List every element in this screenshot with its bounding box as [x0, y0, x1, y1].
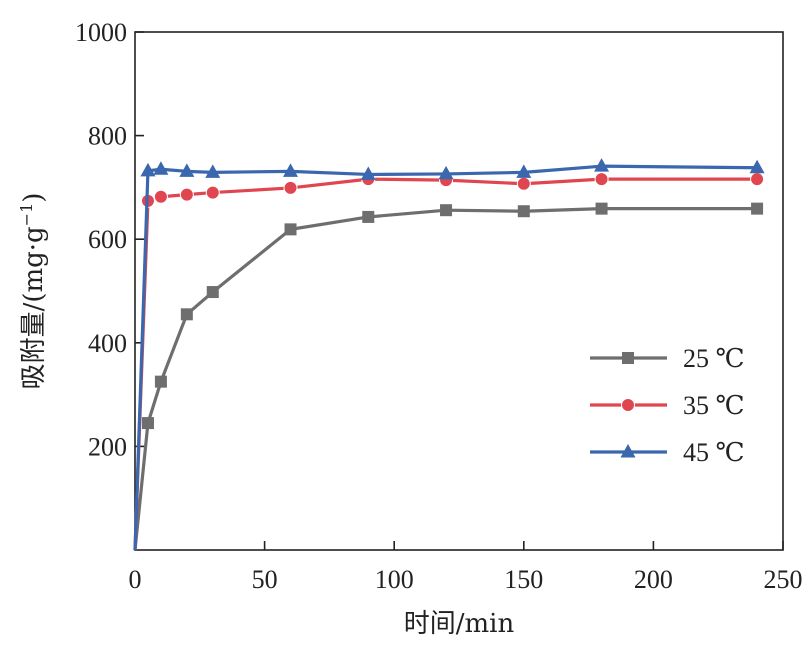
series-1-point [141, 417, 154, 430]
series-1-point [154, 375, 167, 388]
legend-marker [622, 352, 634, 364]
legend-label: 35 ℃ [683, 391, 745, 420]
y-axis-ticks: 200 400 600 800 1000 [75, 18, 144, 461]
series-3-point [140, 162, 156, 177]
y-axis-title-main: 吸附量/(mg·g [19, 226, 49, 389]
series-2-point [750, 172, 765, 187]
legend-marker [621, 398, 635, 412]
x-tick-label: 100 [375, 565, 414, 594]
y-tick-label: 800 [88, 122, 127, 151]
legend-label: 25 ℃ [683, 344, 745, 373]
series-1-point [362, 210, 375, 223]
series-2-point [594, 172, 609, 187]
series-3-point [153, 161, 169, 175]
series-2-point [179, 187, 194, 202]
series-3-point [205, 164, 221, 178]
series-3-point [179, 163, 195, 177]
series-1-line [133, 207, 758, 551]
x-axis-ticks: 0 50 100 150 200 250 [129, 541, 803, 594]
y-tick-label: 1000 [75, 18, 127, 47]
series-1-point [517, 205, 530, 218]
series-3-point [438, 165, 454, 180]
series-layer [133, 158, 765, 551]
series-3 [133, 158, 765, 551]
y-tick-label: 200 [88, 432, 127, 461]
plot-frame [134, 31, 784, 551]
series-1-point [440, 204, 453, 217]
x-tick-label: 0 [129, 565, 142, 594]
y-axis-title-close: ) [19, 193, 49, 203]
legend-marker [620, 444, 636, 458]
x-tick-label: 200 [634, 565, 673, 594]
x-tick-label: 250 [764, 565, 803, 594]
series-2-point [283, 180, 298, 195]
series-1-point [180, 308, 193, 321]
series-3-point [360, 166, 376, 180]
legend: 25 ℃ 35 ℃ 45 ℃ [590, 344, 745, 467]
series-3-point [283, 163, 299, 177]
series-2-point [516, 176, 531, 191]
series-1-point [206, 286, 219, 299]
series-1-point [595, 202, 608, 215]
y-tick-label: 400 [88, 329, 127, 358]
series-2-point [205, 185, 220, 200]
series-2 [133, 172, 765, 551]
x-tick-label: 50 [252, 565, 278, 594]
series-2-point [153, 189, 168, 204]
y-tick-label: 600 [88, 225, 127, 254]
series-2-line [133, 177, 758, 551]
x-tick-label: 150 [504, 565, 543, 594]
series-3-point [516, 164, 532, 178]
y-axis-title-superscript: −1 [17, 203, 36, 227]
series-3-point [749, 159, 765, 174]
x-axis-title: 时间/min [404, 609, 515, 639]
series-1-point [751, 202, 764, 215]
series-3-point [594, 158, 610, 172]
series-1 [133, 202, 764, 551]
y-axis-title: 吸附量/(mg·g−1) [17, 193, 49, 390]
series-1-point [284, 223, 297, 236]
legend-label: 45 ℃ [683, 438, 745, 467]
